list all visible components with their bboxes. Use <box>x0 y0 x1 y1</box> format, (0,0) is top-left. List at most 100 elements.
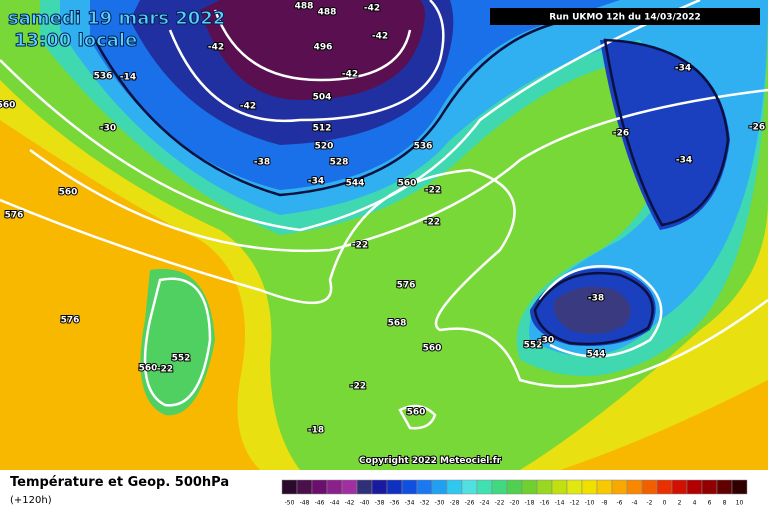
contour-label: 544 <box>587 350 606 360</box>
scale-label: -42 <box>345 500 355 507</box>
scale-swatch <box>476 479 493 495</box>
scale-label: 0 <box>663 500 667 507</box>
contour-label: -34 <box>675 64 691 74</box>
contour-label: 568 <box>388 319 407 329</box>
scale-swatch <box>281 479 298 495</box>
run-info: Run UKMO 12h du 14/03/2022 <box>549 13 701 23</box>
scale-label: -28 <box>450 500 460 507</box>
deep-blue-cells <box>530 40 730 346</box>
contour-label: -26 <box>749 123 765 133</box>
scale-swatch <box>491 479 508 495</box>
contour-label: 552 <box>172 354 191 364</box>
green-cell <box>140 268 215 416</box>
contour-label: 504 <box>313 93 332 103</box>
contour-label: -38 <box>588 294 604 304</box>
contour-label: -22 <box>425 186 441 196</box>
map-time: 13:00 locale <box>14 30 137 51</box>
isotherm <box>603 38 730 227</box>
isohypse <box>0 168 768 388</box>
isohypse <box>143 277 212 407</box>
scale-swatch <box>386 479 403 495</box>
scale-label: -22 <box>495 500 505 507</box>
contour-label: 536 <box>94 72 113 82</box>
scale-swatch <box>701 479 718 495</box>
scale-label: -24 <box>480 500 490 507</box>
contour-label: 560 <box>139 364 158 374</box>
scale-label: -2 <box>647 500 653 507</box>
scale-swatch <box>686 479 703 495</box>
isohypse <box>398 404 437 430</box>
scale-label: -40 <box>360 500 370 507</box>
contour-label: 576 <box>61 316 80 326</box>
scale-label: -48 <box>300 500 310 507</box>
scale-label: 6 <box>708 500 712 507</box>
scale-label: 10 <box>736 500 744 507</box>
scale-swatch <box>641 479 658 495</box>
contour-label: -22 <box>157 365 173 375</box>
scale-swatch <box>506 479 523 495</box>
contour-label: -18 <box>308 426 324 436</box>
contour-label: 560 <box>398 179 417 189</box>
contour-label: 528 <box>330 158 349 168</box>
scale-swatch <box>566 479 583 495</box>
scale-swatch <box>521 479 538 495</box>
map-date: samedi 19 mars 2022 <box>8 8 225 29</box>
contour-label: 536 <box>414 142 433 152</box>
contour-label: -34 <box>308 177 324 187</box>
isotherm <box>93 20 561 197</box>
scale-swatch <box>626 479 643 495</box>
scale-label: -34 <box>405 500 415 507</box>
contour-label: -34 <box>676 156 692 166</box>
scale-label: -8 <box>602 500 608 507</box>
scale-label: -44 <box>330 500 340 507</box>
contour-label: 552 <box>524 341 543 351</box>
contour-label: -22 <box>352 241 368 251</box>
contour-labels: 488 488 -42 -42 -42 496 -42 536 -14 504 -42 -30 512 5… <box>0 1 766 437</box>
scale-swatch <box>296 479 313 495</box>
contour-label: 520 <box>315 142 334 152</box>
cold-core <box>200 0 425 100</box>
contour-label: 576 <box>5 211 24 221</box>
contour-label: 560 <box>0 101 15 111</box>
contour-label: 560 <box>423 344 442 354</box>
scale-swatch <box>731 479 748 495</box>
scale-swatch <box>671 479 688 495</box>
scale-label: -46 <box>315 500 325 507</box>
scale-label: -10 <box>585 500 595 507</box>
contour-label: -30 <box>538 336 554 346</box>
scale-label: -16 <box>540 500 550 507</box>
scale-swatch <box>401 479 418 495</box>
scale-label: -38 <box>375 500 385 507</box>
contour-label: 576 <box>397 281 416 291</box>
scale-swatch <box>371 479 388 495</box>
scale-label: -4 <box>632 500 638 507</box>
contour-label: -42 <box>364 4 380 14</box>
isotherm <box>533 271 654 346</box>
scale-swatch <box>416 479 433 495</box>
scale-label: -26 <box>465 500 475 507</box>
cold-cell <box>554 286 631 334</box>
contour-label: 560 <box>59 188 78 198</box>
color-scale: -50 -48 -46 -44 -42 -40 -38 -36 -34 -32 -30 -28 -26-… <box>281 479 748 507</box>
scale-swatch <box>341 479 358 495</box>
scale-swatch <box>446 479 463 495</box>
isohypse <box>213 9 412 82</box>
scale-swatch <box>461 479 478 495</box>
scale-swatch <box>431 479 448 495</box>
contour-label: -26 <box>613 129 629 139</box>
contour-label: 560 <box>407 408 426 418</box>
contour-label: 544 <box>346 179 365 189</box>
contour-label: -42 <box>240 102 256 112</box>
scale-label: -50 <box>285 500 295 507</box>
scale-swatch <box>356 479 373 495</box>
contour-label: 488 <box>318 8 337 18</box>
contour-label: -42 <box>208 43 224 53</box>
contour-label: -22 <box>350 382 366 392</box>
scale-swatch <box>656 479 673 495</box>
scale-label: -32 <box>420 500 430 507</box>
scale-swatch <box>611 479 628 495</box>
scale-label: -14 <box>555 500 565 507</box>
run-box <box>490 8 760 25</box>
